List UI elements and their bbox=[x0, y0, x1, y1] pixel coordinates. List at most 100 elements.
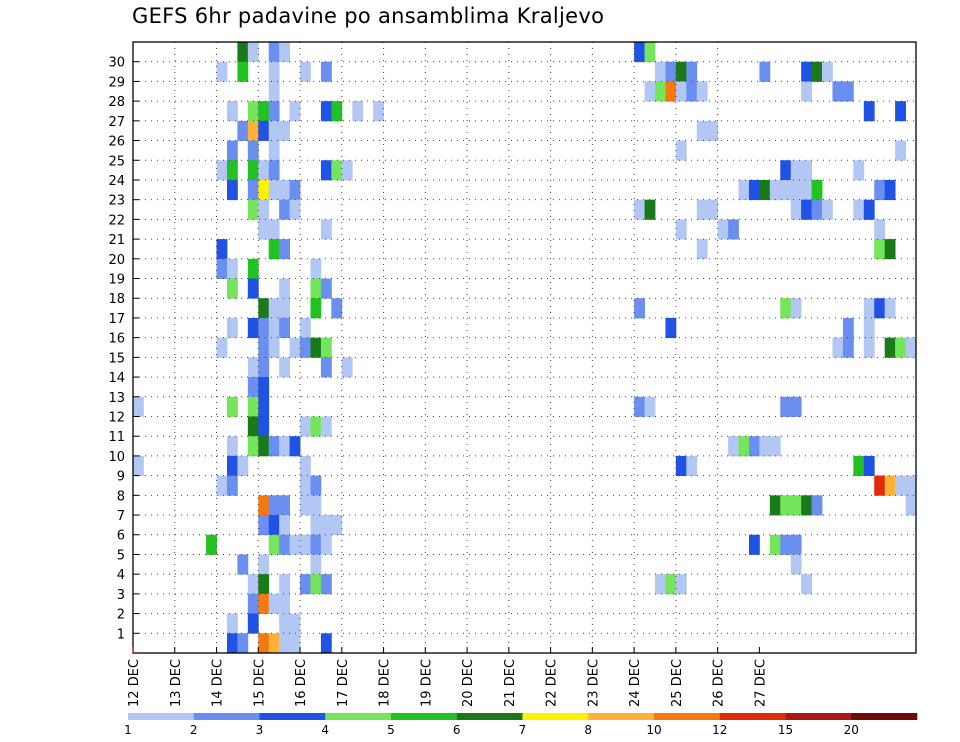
y-tick-label: 8 bbox=[117, 489, 125, 504]
heatmap-cell bbox=[279, 574, 290, 595]
heatmap-cell bbox=[226, 160, 238, 181]
heatmap-cell bbox=[310, 515, 322, 536]
heatmap-cell bbox=[696, 81, 708, 102]
color-legend: 1 2 3 4 5 6 7 8 10 12 15 20 bbox=[124, 713, 918, 737]
heatmap-cell bbox=[268, 42, 280, 63]
legend-swatch bbox=[654, 713, 721, 720]
heatmap-cell bbox=[268, 534, 280, 555]
heatmap-cell bbox=[665, 574, 677, 595]
heatmap-cell bbox=[279, 42, 290, 63]
heatmap-cell bbox=[748, 436, 760, 457]
heatmap-cell bbox=[320, 61, 332, 82]
y-tick-label: 22 bbox=[108, 213, 125, 228]
legend-label: 15 bbox=[778, 723, 793, 737]
heatmap-cell bbox=[237, 455, 249, 477]
heatmap-cell bbox=[644, 396, 656, 417]
heatmap-cell bbox=[320, 160, 332, 181]
heatmap-cell bbox=[707, 120, 719, 141]
y-tick-label: 19 bbox=[108, 273, 125, 288]
x-tick-label: 22 DEC bbox=[545, 659, 560, 707]
legend-swatch bbox=[719, 713, 786, 720]
heatmap-cell bbox=[300, 455, 311, 477]
heatmap-cell bbox=[279, 120, 290, 141]
heatmap-cell bbox=[853, 199, 865, 220]
heatmap-cell bbox=[874, 298, 886, 319]
heatmap-cell bbox=[842, 337, 854, 358]
chart-title: GEFS 6hr padavine po ansamblima Kraljevo bbox=[132, 4, 605, 28]
heatmap-cell bbox=[279, 593, 290, 614]
heatmap-cell bbox=[258, 574, 270, 595]
heatmap-cell bbox=[300, 534, 311, 555]
heatmap-cell bbox=[268, 140, 280, 161]
y-tick-label: 5 bbox=[117, 548, 125, 563]
y-tick-label: 25 bbox=[108, 154, 125, 169]
heatmap-cell bbox=[373, 101, 384, 122]
heatmap-cell bbox=[133, 396, 144, 417]
heatmap-cell bbox=[258, 120, 270, 141]
heatmap-cell bbox=[780, 160, 792, 181]
heatmap-cell bbox=[289, 613, 301, 634]
heatmap-cell bbox=[874, 475, 886, 496]
heatmap-cell bbox=[258, 357, 270, 378]
heatmap-cell bbox=[289, 337, 301, 358]
heatmap-cell bbox=[634, 298, 645, 319]
y-tick-label: 6 bbox=[117, 529, 125, 544]
heatmap-cell bbox=[863, 317, 875, 339]
y-tick-label: 30 bbox=[108, 56, 125, 71]
heatmap-cell bbox=[801, 81, 812, 102]
heatmap-cell bbox=[279, 199, 290, 220]
heatmap-cell bbox=[728, 436, 739, 457]
heatmap-cell bbox=[226, 633, 238, 654]
heatmap-cell bbox=[320, 534, 332, 555]
heatmap-cell bbox=[780, 495, 792, 516]
heatmap-cell bbox=[874, 179, 886, 201]
heatmap-cell bbox=[341, 160, 353, 181]
heatmap-cell bbox=[258, 377, 270, 398]
heatmap-cell bbox=[863, 298, 875, 319]
heatmap-cells bbox=[133, 42, 917, 654]
heatmap-cell bbox=[832, 337, 844, 358]
x-tick-label: 15 DEC bbox=[252, 659, 267, 707]
heatmap-cell bbox=[247, 377, 259, 398]
x-tick-label: 12 DEC bbox=[127, 659, 142, 707]
y-tick-label: 7 bbox=[117, 509, 125, 524]
heatmap-cell bbox=[790, 160, 802, 181]
heatmap-cell bbox=[310, 574, 322, 595]
heatmap-cell bbox=[268, 61, 280, 82]
heatmap-cell bbox=[842, 81, 854, 102]
heatmap-cell bbox=[905, 495, 917, 516]
heatmap-cell bbox=[268, 219, 280, 240]
heatmap-cell bbox=[247, 574, 259, 595]
heatmap-cell bbox=[247, 42, 259, 63]
heatmap-cell bbox=[696, 199, 708, 220]
heatmap-cell bbox=[226, 475, 238, 496]
heatmap-cell bbox=[790, 554, 802, 575]
legend-label: 6 bbox=[453, 723, 461, 737]
legend-swatch bbox=[325, 713, 392, 720]
x-tick-label: 19 DEC bbox=[419, 659, 434, 707]
heatmap-cell bbox=[226, 140, 238, 161]
x-tick-label: 21 DEC bbox=[503, 659, 518, 707]
heatmap-cell bbox=[258, 554, 270, 575]
heatmap-cell bbox=[268, 633, 280, 654]
legend-label: 12 bbox=[712, 723, 727, 737]
heatmap-cell bbox=[216, 61, 228, 82]
heatmap-cell bbox=[247, 258, 259, 279]
y-tick-label: 3 bbox=[117, 588, 125, 603]
heatmap-cell bbox=[300, 574, 311, 595]
heatmap-cell bbox=[258, 416, 270, 437]
heatmap-cell bbox=[863, 337, 875, 358]
heatmap-cell bbox=[884, 337, 896, 358]
heatmap-cell bbox=[310, 475, 322, 496]
heatmap-cell bbox=[268, 298, 280, 319]
legend-label: 20 bbox=[844, 723, 859, 737]
heatmap-cell bbox=[320, 219, 332, 240]
heatmap-cell bbox=[258, 436, 270, 457]
heatmap-cell bbox=[268, 436, 280, 457]
y-axis: 1234567891011121314151617181920212223242… bbox=[108, 56, 139, 642]
heatmap-cell bbox=[268, 317, 280, 339]
heatmap-cell bbox=[216, 258, 228, 279]
heatmap-cell bbox=[759, 436, 771, 457]
heatmap-cell bbox=[310, 416, 322, 437]
legend-swatch bbox=[851, 713, 918, 720]
